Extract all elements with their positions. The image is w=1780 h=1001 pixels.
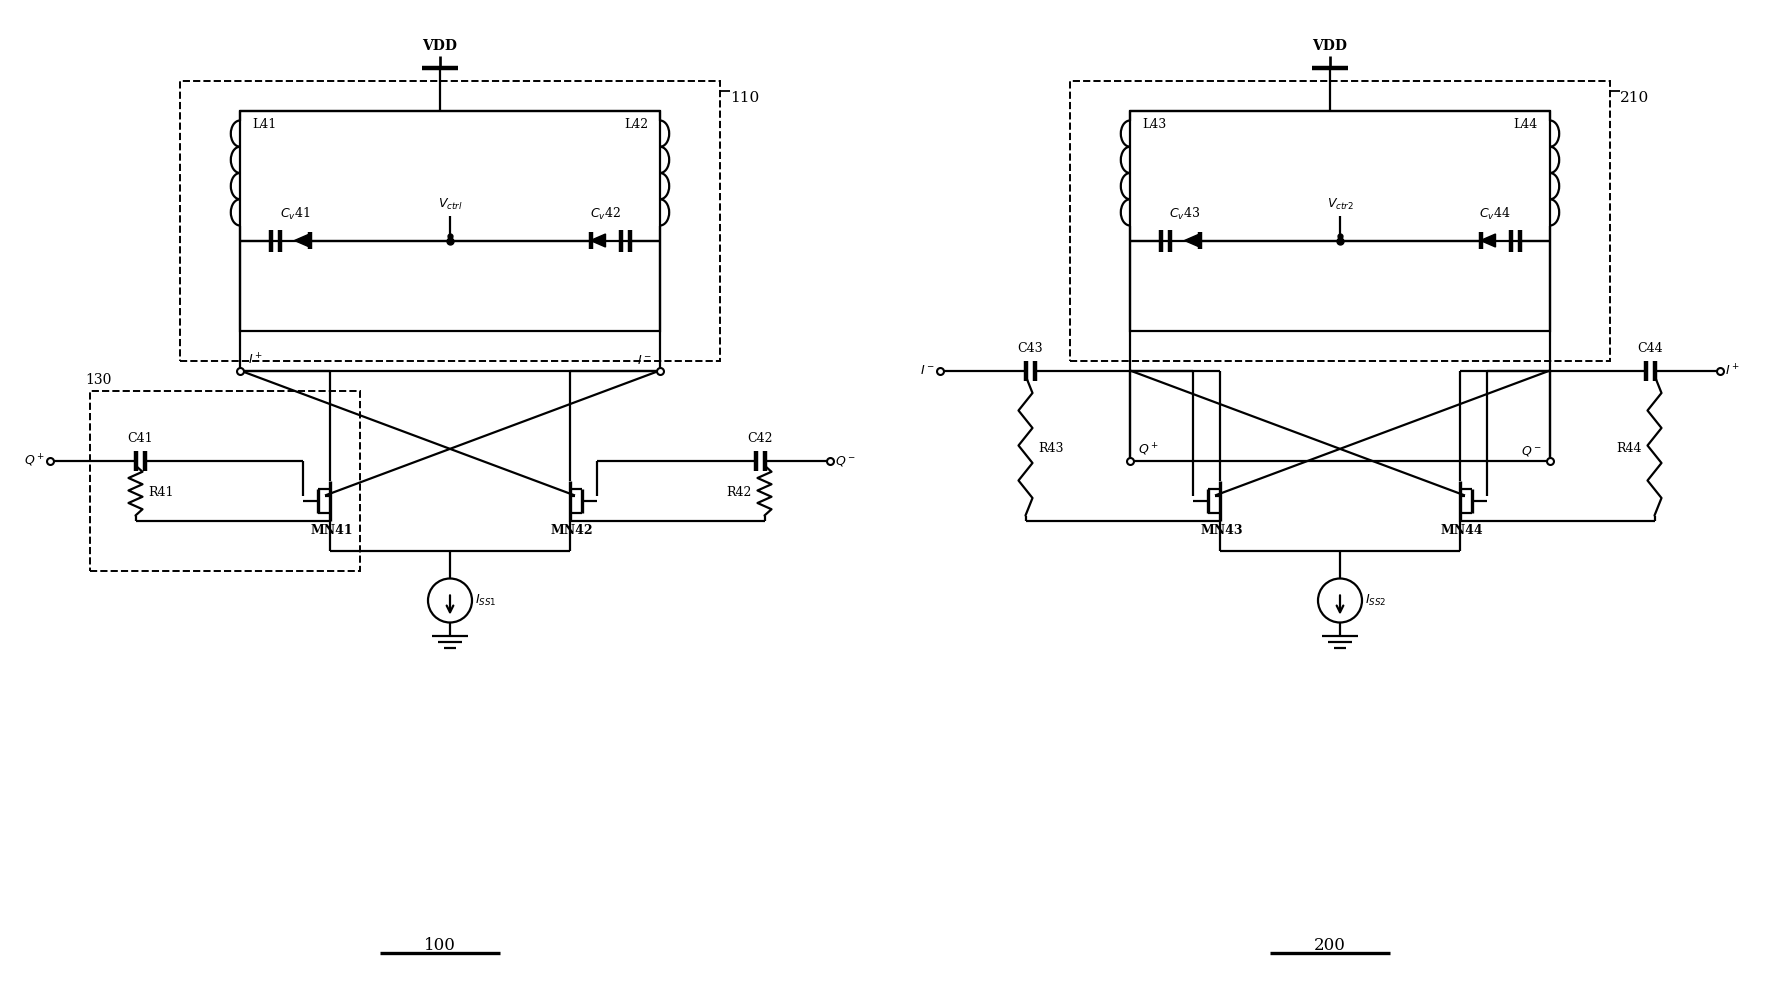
Text: $I^-$: $I^-$ <box>637 354 651 367</box>
Text: $I_{SS2}$: $I_{SS2}$ <box>1365 593 1387 608</box>
Text: MN41: MN41 <box>312 524 352 537</box>
Text: 210: 210 <box>1620 90 1650 104</box>
Text: $V_{ctr2}$: $V_{ctr2}$ <box>1326 197 1353 212</box>
Text: $V_{ctrl}$: $V_{ctrl}$ <box>438 197 463 212</box>
Text: L41: L41 <box>253 118 276 131</box>
Polygon shape <box>294 234 310 247</box>
Text: 200: 200 <box>1314 937 1346 954</box>
Text: MN44: MN44 <box>1440 524 1483 537</box>
Text: 130: 130 <box>85 373 112 387</box>
Text: L42: L42 <box>623 118 648 131</box>
Text: MN43: MN43 <box>1202 524 1242 537</box>
Bar <box>180 80 719 360</box>
Text: $C_v$42: $C_v$42 <box>589 206 621 222</box>
Text: R41: R41 <box>148 486 173 499</box>
Text: $Q^+$: $Q^+$ <box>1137 441 1159 457</box>
Text: 100: 100 <box>424 937 456 954</box>
Text: R42: R42 <box>726 486 751 499</box>
Polygon shape <box>1481 234 1495 247</box>
Text: $Q^-$: $Q^-$ <box>835 453 856 467</box>
Text: $C_v$43: $C_v$43 <box>1169 206 1202 222</box>
Text: R44: R44 <box>1616 441 1641 454</box>
Text: $I_{SS1}$: $I_{SS1}$ <box>475 593 497 608</box>
Bar <box>1070 80 1609 360</box>
Bar <box>1130 110 1550 330</box>
Text: VDD: VDD <box>422 38 457 52</box>
Text: $I^+$: $I^+$ <box>1725 362 1739 378</box>
Text: C42: C42 <box>748 432 773 445</box>
Text: MN42: MN42 <box>550 524 593 537</box>
Text: C43: C43 <box>1016 342 1043 355</box>
Polygon shape <box>1184 234 1200 247</box>
Text: 110: 110 <box>730 90 760 104</box>
Text: C44: C44 <box>1638 342 1663 355</box>
Text: R43: R43 <box>1038 441 1063 454</box>
Text: $Q^-$: $Q^-$ <box>1522 443 1541 457</box>
Polygon shape <box>591 234 605 247</box>
Text: $C_v$44: $C_v$44 <box>1479 206 1511 222</box>
Text: VDD: VDD <box>1312 38 1347 52</box>
Text: L44: L44 <box>1513 118 1538 131</box>
Text: $I^+$: $I^+$ <box>247 352 263 367</box>
Text: $I^-$: $I^-$ <box>920 364 934 377</box>
Text: L43: L43 <box>1143 118 1166 131</box>
Bar <box>240 110 660 330</box>
Text: C41: C41 <box>126 432 153 445</box>
Bar <box>91 390 360 571</box>
Text: $C_v$41: $C_v$41 <box>279 206 310 222</box>
Text: $Q^+$: $Q^+$ <box>25 452 44 468</box>
